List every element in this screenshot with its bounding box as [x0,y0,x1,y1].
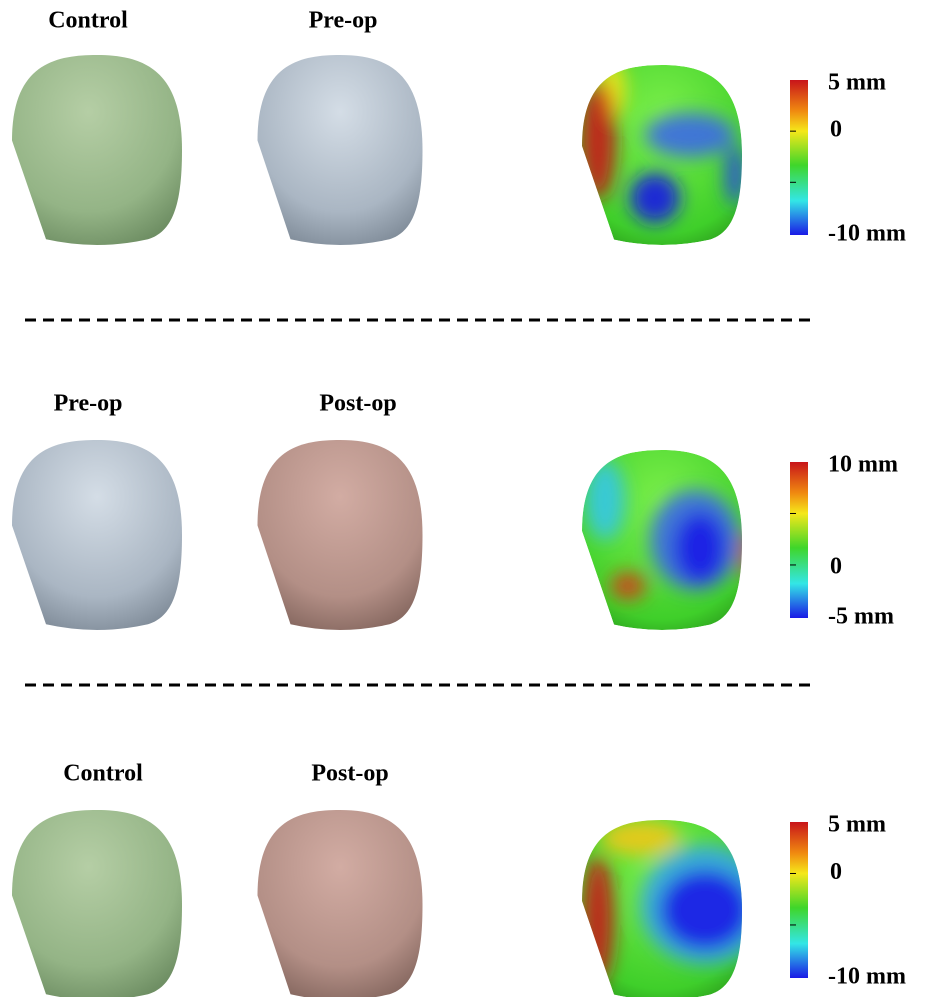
middle-label: Post-op [319,391,396,417]
heat-blob [630,173,680,223]
middle-label: Post-op [311,761,388,787]
heat-blob [600,820,680,856]
heat-blob [660,870,742,950]
scale-bottom: -5 mm [828,604,894,630]
left-label: Control [63,761,143,787]
skull [257,810,423,997]
scale-bottom: -10 mm [828,964,906,990]
left-label: Pre-op [54,391,123,417]
heat-blob [582,80,616,200]
heatmap-skull [582,65,742,245]
heat-blobs [582,65,742,223]
heat-blob [585,460,625,540]
heat-blob [740,530,742,580]
scale-middle: 0 [830,554,842,580]
colorbar [790,462,808,618]
heat-blob [675,513,725,583]
skull [257,440,423,630]
heat-blob [645,113,735,157]
heatmap-skull [582,450,742,630]
heat-blob [582,855,614,985]
scale-top: 5 mm [828,70,886,96]
colorbar [790,80,808,235]
scale-middle: 0 [830,859,842,885]
skull [12,55,182,245]
scale-middle: 0 [830,117,842,143]
scale-top: 10 mm [828,452,898,478]
skull [12,440,182,630]
middle-label: Pre-op [309,8,378,34]
left-label: Control [48,8,128,34]
scale-bottom: -10 mm [828,221,906,247]
heat-blob [725,145,742,205]
skull [257,55,423,245]
scale-top: 5 mm [828,812,886,838]
heatmap-skull [582,820,742,997]
heat-blobs [585,460,742,600]
heat-blob [610,572,646,600]
colorbar [790,822,808,978]
skull [12,810,182,997]
